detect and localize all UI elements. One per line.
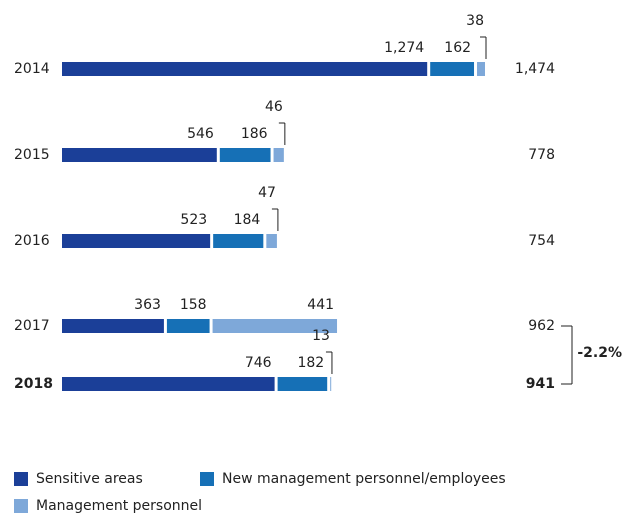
bar-segment <box>62 62 428 76</box>
data-label: 46 <box>265 99 283 115</box>
data-label: 363 <box>134 297 161 313</box>
data-label: 546 <box>187 126 214 142</box>
bar-segment <box>166 319 210 333</box>
y-tick-label: 2016 <box>14 233 50 249</box>
bar-segment <box>219 148 271 162</box>
legend-label: New management personnel/employees <box>222 471 506 487</box>
total-label: 778 <box>528 147 555 163</box>
data-label: 186 <box>241 126 268 142</box>
data-label: 746 <box>245 355 272 371</box>
bar-segment <box>62 377 275 391</box>
data-label: 158 <box>180 297 207 313</box>
total-label: 962 <box>528 318 555 334</box>
bar-segment <box>273 148 284 162</box>
legend-label: Management personnel <box>36 498 202 514</box>
bar-segment <box>330 377 332 391</box>
bar-segment <box>266 234 277 248</box>
legend-swatch <box>14 472 28 486</box>
data-label: 1,274 <box>384 40 424 56</box>
y-tick-label: 2015 <box>14 147 50 163</box>
legend-label: Sensitive areas <box>36 471 143 487</box>
annotation: -2.2% <box>577 345 622 361</box>
y-tick-label: 2017 <box>14 318 50 334</box>
bar-segment <box>62 319 164 333</box>
legend-swatch <box>14 499 28 513</box>
data-label: 13 <box>312 328 330 344</box>
bar-segment <box>213 234 264 248</box>
bar-segment <box>62 234 211 248</box>
y-tick-label: 2018 <box>14 376 53 392</box>
data-label: 47 <box>258 185 276 201</box>
bar-segment <box>277 377 328 391</box>
data-label: 162 <box>444 40 471 56</box>
data-label: 441 <box>307 297 334 313</box>
data-label: 184 <box>234 212 261 228</box>
y-tick-label: 2014 <box>14 61 50 77</box>
total-label: 941 <box>526 376 555 392</box>
data-label: 38 <box>466 13 484 29</box>
bar-segment <box>430 62 475 76</box>
total-label: 1,474 <box>515 61 555 77</box>
bar-segment <box>62 148 217 162</box>
bar-segment <box>212 319 338 333</box>
legend-swatch <box>200 472 214 486</box>
data-label: 182 <box>297 355 324 371</box>
total-label: 754 <box>528 233 555 249</box>
data-label: 523 <box>180 212 207 228</box>
bar-segment <box>477 62 485 76</box>
